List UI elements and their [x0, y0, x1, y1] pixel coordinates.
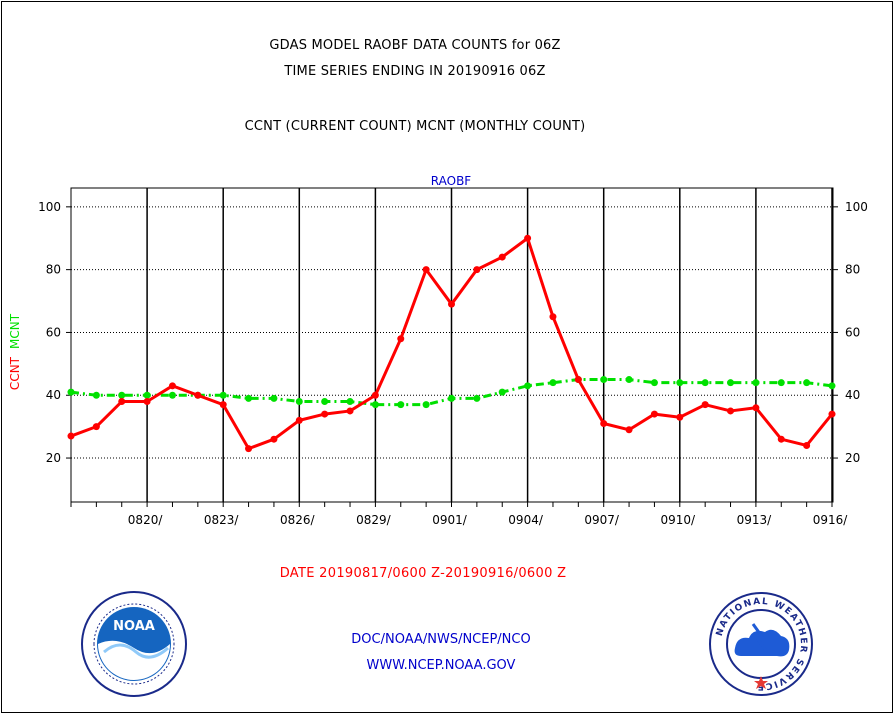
data-point-mcnt: [828, 382, 836, 390]
data-point-ccnt: [371, 391, 379, 399]
x-tick-label: 0916/: [813, 513, 849, 527]
y-axis-label-mcnt: MCNT: [8, 313, 22, 349]
x-tick-label: 0823/: [204, 513, 240, 527]
chart-title-line-2: TIME SERIES ENDING IN 20190916 06Z: [284, 64, 546, 79]
data-point-ccnt: [574, 376, 582, 384]
data-point-mcnt: [92, 391, 100, 399]
data-point-ccnt: [194, 391, 202, 399]
data-point-mcnt: [650, 379, 658, 387]
data-point-ccnt: [701, 401, 709, 409]
data-point-ccnt: [92, 423, 100, 431]
data-point-mcnt: [67, 388, 75, 396]
data-point-mcnt: [803, 379, 811, 387]
data-point-mcnt: [270, 394, 278, 402]
y-tick-label-left: 60: [46, 325, 61, 339]
data-point-mcnt: [118, 391, 126, 399]
data-point-mcnt: [727, 379, 735, 387]
y-tick-label-right: 80: [845, 263, 860, 277]
data-point-ccnt: [727, 407, 735, 415]
data-point-ccnt: [321, 410, 329, 418]
data-point-ccnt: [143, 398, 151, 406]
data-point-ccnt: [346, 407, 354, 415]
data-point-mcnt: [549, 379, 557, 387]
chart-title-line-1: GDAS MODEL RAOBF DATA COUNTS for 06Z: [269, 38, 561, 53]
data-point-ccnt: [676, 413, 684, 421]
data-point-ccnt: [549, 313, 557, 321]
date-range-label: DATE 20190817/0600 Z-20190916/0600 Z: [279, 566, 567, 581]
data-point-mcnt: [448, 394, 455, 402]
y-axis-label-ccnt: CCNT: [8, 356, 22, 390]
y-tick-label-right: 100: [845, 200, 868, 214]
data-point-ccnt: [67, 432, 75, 440]
data-point-ccnt: [422, 266, 430, 274]
y-tick-label-right: 20: [845, 451, 860, 465]
data-point-mcnt: [777, 379, 785, 387]
data-point-ccnt: [473, 266, 481, 274]
x-tick-label: 0913/: [737, 513, 773, 527]
x-tick-label: 0910/: [661, 513, 697, 527]
data-point-ccnt: [777, 435, 785, 443]
data-point-ccnt: [650, 410, 658, 418]
nws-logo-icon: NATIONAL WEATHER SERVICE: [709, 592, 813, 696]
data-point-mcnt: [245, 394, 253, 402]
data-point-ccnt: [625, 426, 633, 434]
x-tick-label: 0826/: [280, 513, 316, 527]
data-point-mcnt: [397, 401, 405, 409]
data-point-ccnt: [295, 416, 303, 424]
data-point-ccnt: [828, 410, 836, 418]
noaa-logo-icon: NOAA: [81, 591, 187, 697]
data-point-mcnt: [752, 379, 760, 387]
data-point-ccnt: [118, 398, 126, 406]
y-tick-label-left: 20: [46, 451, 61, 465]
data-point-ccnt: [498, 253, 506, 261]
x-tick-label: 0901/: [432, 513, 468, 527]
data-point-ccnt: [524, 234, 532, 242]
data-point-ccnt: [600, 420, 608, 427]
y-tick-label-left: 40: [46, 388, 61, 402]
data-point-ccnt: [752, 404, 760, 412]
footer-url-text: WWW.NCEP.NOAA.GOV: [366, 658, 516, 673]
x-tick-label: 0904/: [508, 513, 544, 527]
data-point-mcnt: [422, 401, 430, 409]
data-point-mcnt: [168, 391, 176, 399]
x-tick-label: 0820/: [128, 513, 164, 527]
data-point-mcnt: [498, 388, 506, 396]
y-tick-label-right: 60: [845, 325, 860, 339]
chart-header-label: RAOBF: [431, 174, 472, 188]
data-point-ccnt: [803, 441, 811, 449]
data-point-mcnt: [600, 376, 608, 384]
x-tick-label: 0907/: [584, 513, 620, 527]
chart-subtitle: CCNT (CURRENT COUNT) MCNT (MONTHLY COUNT…: [244, 119, 586, 134]
y-tick-label-left: 80: [46, 263, 61, 277]
data-point-mcnt: [295, 398, 303, 406]
noaa-logo-text: NOAA: [113, 619, 155, 634]
x-tick-label: 0829/: [356, 513, 392, 527]
data-point-ccnt: [219, 401, 227, 409]
data-point-ccnt: [397, 335, 405, 343]
y-tick-label-left: 100: [38, 200, 61, 214]
data-point-ccnt: [245, 445, 253, 453]
data-point-ccnt: [448, 300, 455, 308]
footer-org-text: DOC/NOAA/NWS/NCEP/NCO: [351, 632, 531, 647]
data-point-mcnt: [473, 394, 481, 402]
data-point-mcnt: [143, 391, 151, 399]
data-point-mcnt: [701, 379, 709, 387]
data-point-mcnt: [321, 398, 329, 406]
data-point-ccnt: [270, 435, 278, 443]
data-point-mcnt: [676, 379, 684, 387]
data-point-ccnt: [168, 382, 176, 390]
y-axis-label: CCNT MCNT: [8, 313, 22, 390]
y-tick-label-right: 40: [845, 388, 860, 402]
data-point-mcnt: [625, 376, 633, 384]
data-point-mcnt: [346, 398, 354, 406]
data-point-mcnt: [524, 382, 532, 390]
data-point-mcnt: [219, 391, 227, 399]
data-point-mcnt: [371, 401, 379, 409]
